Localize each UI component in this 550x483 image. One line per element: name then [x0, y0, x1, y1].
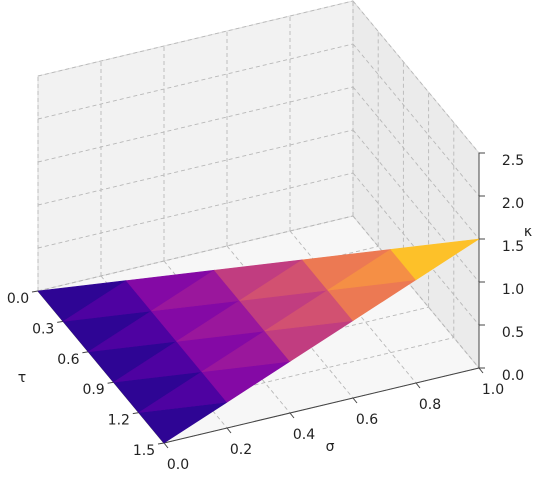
z-tick-label: 2.0 [502, 196, 524, 212]
y-tick-label: 1.2 [108, 413, 130, 429]
tick-mark [289, 412, 295, 419]
z-tick-label: 1.5 [502, 239, 524, 255]
grid-line [37, 43, 354, 120]
x-tick-label: 0.8 [419, 397, 441, 413]
tick-mark [352, 397, 358, 404]
tick-mark [82, 351, 89, 354]
y-tick-label: 0.3 [32, 321, 54, 337]
tick-mark [107, 381, 114, 384]
labels: σ τ κ 0.00.20.40.60.81.00.00.30.60.91.21… [7, 153, 532, 473]
surface-facet [390, 238, 480, 281]
y-tick-label: 0.6 [57, 352, 79, 368]
x-tick-label: 0.4 [293, 427, 315, 443]
grid-line [352, 86, 480, 240]
grid-line [352, 129, 480, 283]
x-tick-label: 0.2 [230, 442, 252, 458]
x-tick-label: 0.6 [356, 412, 378, 428]
y-axis-label: τ [18, 370, 26, 386]
y-tick-label: 0.0 [7, 291, 29, 307]
grid-line [37, 172, 354, 249]
y-tick-label: 0.9 [82, 382, 104, 398]
grid-line [37, 86, 354, 163]
grid-line [37, 129, 354, 206]
x-tick-label: 1.0 [482, 382, 504, 398]
grid-line [37, 0, 354, 77]
x-tick-label: 0.0 [167, 457, 189, 473]
grid-line [352, 215, 480, 369]
surface [37, 238, 480, 444]
z-axis-label: κ [524, 224, 532, 240]
tick-mark [132, 412, 139, 415]
tick-mark [157, 442, 165, 445]
grid-line [138, 337, 454, 414]
y-tick-label: 1.5 [133, 443, 155, 459]
tick-mark [57, 320, 64, 323]
tick-mark [226, 427, 232, 434]
tick-mark [478, 367, 484, 374]
tick-mark [163, 442, 169, 449]
grid-line [352, 43, 480, 197]
z-tick-label: 0.5 [502, 325, 524, 341]
x-axis-label: σ [326, 439, 335, 455]
axis-line [163, 367, 480, 444]
z-tick-label: 0.0 [502, 368, 524, 384]
tick-mark [415, 382, 421, 389]
grid-line [37, 215, 354, 292]
tick-mark [31, 290, 39, 293]
z-tick-label: 1.0 [502, 282, 524, 298]
grid-line [352, 0, 480, 154]
z-tick-label: 2.5 [502, 153, 524, 169]
